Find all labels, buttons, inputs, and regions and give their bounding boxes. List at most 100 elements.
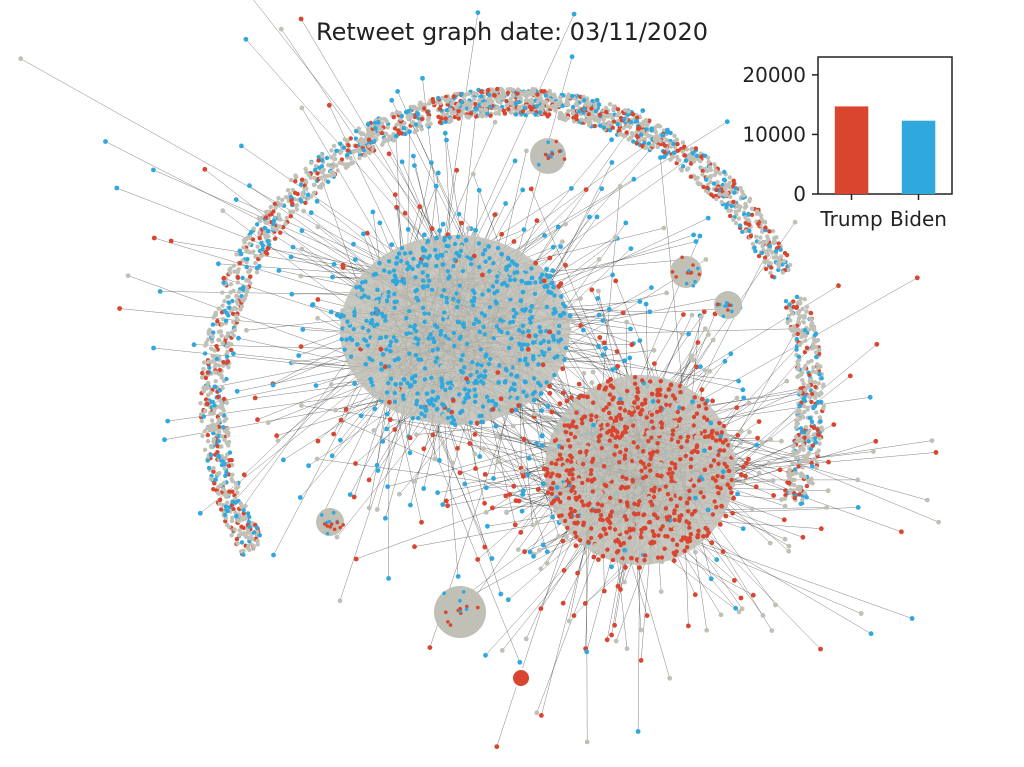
biden-cluster-node	[404, 331, 409, 336]
trump-cluster-node	[756, 470, 762, 476]
biden-cluster-node	[517, 328, 522, 333]
ring-node	[593, 105, 598, 110]
biden-cluster-node	[421, 486, 427, 491]
biden-cluster-node	[561, 310, 566, 316]
ring-node	[221, 280, 226, 285]
trump-cluster-node	[338, 417, 344, 423]
trump-cluster-node	[695, 472, 700, 478]
biden-cluster-node	[472, 321, 477, 327]
biden-cluster-node	[375, 322, 380, 327]
biden-cluster-node	[486, 244, 491, 249]
ring-node	[645, 133, 651, 139]
trump-cluster-node	[496, 380, 501, 385]
biden-cluster-node	[433, 247, 438, 253]
ring-node	[487, 92, 492, 98]
ring-node	[304, 186, 309, 191]
trump-cluster-node	[544, 415, 550, 421]
ring-node	[319, 152, 324, 158]
ring-node	[814, 354, 819, 360]
ring-node	[680, 140, 686, 145]
biden-cluster-node	[383, 357, 389, 362]
ring-node	[574, 116, 579, 122]
ring-node	[239, 524, 244, 529]
biden-cluster-node	[473, 106, 479, 112]
ring-node	[714, 187, 719, 192]
trump-cluster-node	[586, 539, 591, 545]
biden-cluster-node	[343, 327, 348, 332]
biden-cluster-node	[404, 316, 409, 321]
ring-node	[715, 180, 720, 185]
ring-node	[272, 236, 278, 241]
biden-cluster-node	[477, 413, 482, 419]
ring-node	[234, 294, 239, 299]
ring-node	[208, 390, 213, 395]
ring-node	[796, 319, 801, 325]
biden-cluster-node	[517, 659, 523, 665]
biden-cluster-node	[435, 347, 440, 352]
biden-cluster-node	[426, 361, 431, 366]
trump-cluster-node	[632, 381, 638, 386]
ring-node	[208, 452, 214, 458]
ring-node	[810, 346, 815, 351]
biden-cluster-node	[410, 395, 415, 400]
biden-cluster-node	[371, 354, 376, 359]
trump-cluster-node	[786, 480, 792, 486]
biden-cluster-node	[445, 415, 451, 421]
ring-node	[226, 463, 232, 469]
ring-node	[747, 222, 752, 227]
biden-cluster-node	[443, 333, 448, 339]
biden-cluster-node	[352, 309, 357, 315]
biden-cluster-node	[338, 437, 343, 443]
ring-node	[805, 431, 811, 436]
biden-cluster-node	[529, 315, 535, 320]
biden-cluster-node	[649, 285, 654, 290]
ring-node	[607, 102, 613, 107]
ring-node	[806, 360, 811, 365]
trump-cluster-node	[700, 396, 705, 402]
biden-cluster-node	[471, 298, 477, 303]
biden-cluster-node	[468, 420, 473, 425]
biden-cluster-node	[366, 385, 371, 391]
ring-node	[238, 307, 243, 312]
biden-cluster-node	[603, 345, 608, 351]
ring-node	[763, 225, 768, 230]
ring-node	[220, 290, 225, 295]
trump-cluster-node	[714, 431, 720, 436]
ring-node	[747, 228, 752, 233]
biden-cluster-node	[403, 300, 408, 306]
trump-cluster-node	[573, 543, 579, 549]
ring-node	[819, 376, 824, 381]
biden-cluster-node	[364, 318, 369, 323]
trump-cluster-node	[702, 429, 707, 434]
ring-node	[727, 185, 732, 190]
biden-cluster-node	[407, 308, 412, 314]
ring-node	[265, 220, 270, 225]
trump-cluster-node	[702, 448, 707, 453]
trump-cluster-node	[562, 474, 568, 479]
trump-cluster-node	[718, 448, 723, 453]
trump-cluster-node	[627, 355, 633, 361]
biden-cluster-node	[433, 359, 438, 364]
ring-node	[795, 438, 800, 444]
biden-cluster-node	[455, 305, 460, 310]
biden-cluster-node	[380, 297, 386, 303]
biden-cluster-node	[568, 317, 573, 323]
ring-node	[758, 213, 764, 218]
trump-cluster-node	[642, 558, 647, 563]
biden-cluster-node	[485, 276, 490, 282]
biden-cluster-node	[443, 387, 448, 393]
ring-node	[212, 348, 217, 353]
ring-node	[214, 356, 220, 362]
ring-node	[693, 176, 698, 182]
biden-cluster-node	[461, 321, 466, 326]
ring-node	[284, 215, 289, 221]
biden-cluster-node	[410, 416, 416, 421]
ring-node	[222, 462, 227, 467]
trump-cluster-node	[630, 550, 636, 556]
trump-cluster-node	[566, 438, 571, 443]
biden-cluster-node	[270, 382, 276, 388]
biden-cluster-node	[473, 466, 478, 471]
biden-cluster-node	[510, 423, 516, 429]
ring-node	[601, 125, 607, 130]
